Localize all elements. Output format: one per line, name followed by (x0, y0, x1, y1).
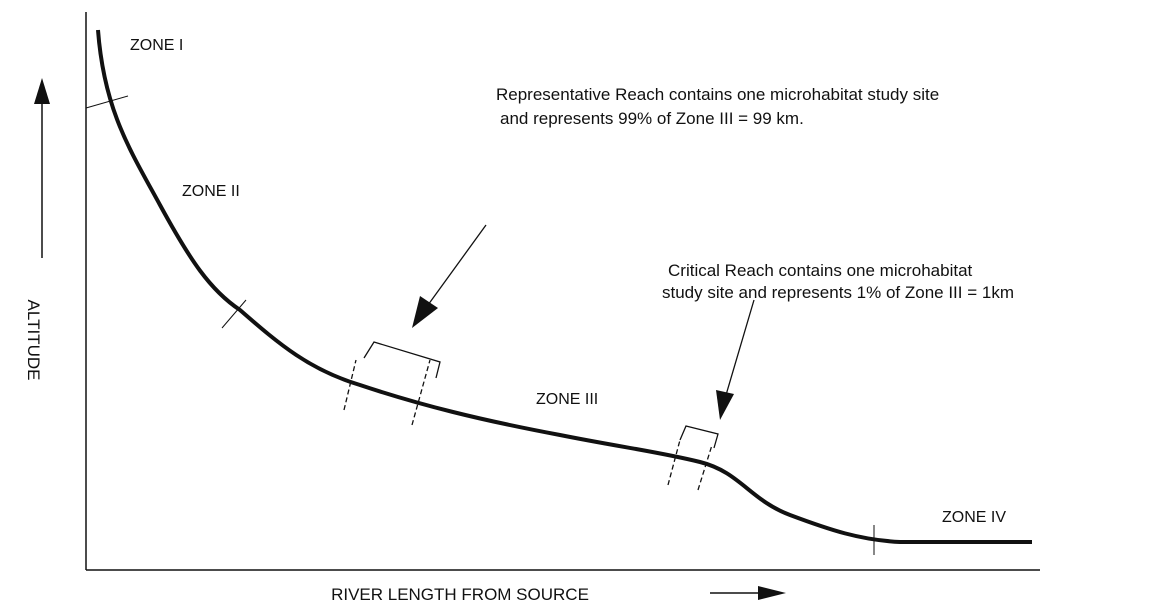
river-profile (96, 29, 1032, 544)
boundary (85, 95, 129, 109)
x-label: RIVER LENGTH FROM SOURCE (331, 585, 589, 604)
y-label: ALTITUDE (24, 300, 43, 381)
reach-edge (667, 439, 681, 486)
annotation-line: Representative Reach contains one microh… (496, 85, 939, 104)
pointer-line (725, 299, 755, 396)
zone-label: ZONE I (130, 37, 183, 54)
x-arrow-head (758, 586, 786, 600)
zone-label: ZONE II (182, 183, 240, 200)
reach-edge (411, 359, 431, 426)
zone-label: ZONE IV (942, 509, 1006, 526)
pointer-head (412, 296, 438, 328)
zone-boundaries (85, 95, 875, 555)
annotation-line: study site and represents 1% of Zone III… (662, 283, 1014, 302)
pointer-head (716, 390, 734, 420)
y-arrow-head (34, 78, 50, 104)
axes (85, 12, 1040, 571)
representative-reach (343, 341, 441, 426)
critical-reach (667, 425, 719, 491)
reach-edge (697, 444, 713, 491)
boundary (221, 299, 247, 329)
annotation-line: and represents 99% of Zone III = 99 km. (500, 109, 804, 128)
annotation-line: Critical Reach contains one microhabitat (668, 261, 973, 280)
reach-edge (343, 359, 357, 411)
pointer-line (427, 224, 487, 306)
zone-label: ZONE III (536, 391, 598, 408)
reach-bracket (363, 341, 441, 379)
reach-bracket (679, 425, 719, 449)
